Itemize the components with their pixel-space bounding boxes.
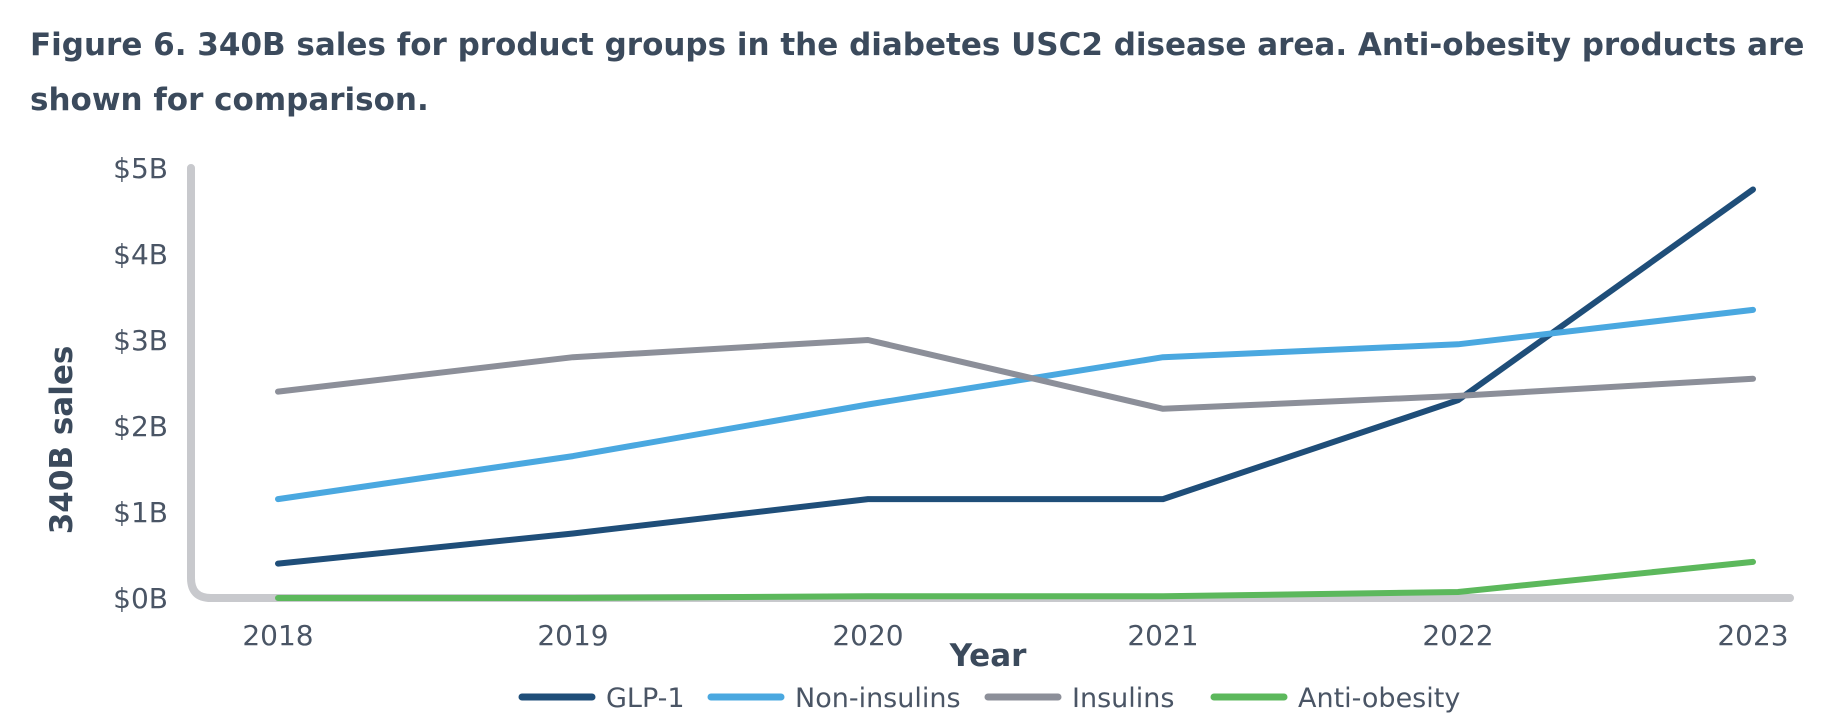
x-axis-title: Year xyxy=(949,638,1028,674)
x-tick-label: 2021 xyxy=(1127,619,1198,652)
y-tick-label: $3B xyxy=(113,324,168,357)
y-tick-label: $4B xyxy=(113,238,168,271)
legend-label: Non-insulins xyxy=(795,683,961,714)
x-tick-label: 2018 xyxy=(242,619,313,652)
legend-item-non-insulins: Non-insulins xyxy=(707,683,961,714)
legend-item-insulins: Insulins xyxy=(984,683,1174,714)
x-tick-label: 2023 xyxy=(1717,619,1788,652)
x-tick-labels: 2018 2019 2020 2021 2022 2023 xyxy=(242,619,1788,652)
y-axis-title: 340B sales xyxy=(44,346,80,535)
series-line-anti-obesity xyxy=(275,558,1756,601)
y-tick-label: $2B xyxy=(113,410,168,443)
axis-line xyxy=(187,164,1794,602)
series-lines xyxy=(275,186,1756,601)
x-tick-label: 2020 xyxy=(832,619,903,652)
series-line-insulins xyxy=(275,337,1756,412)
y-tick-labels: $0B $1B $2B $3B $4B $5B xyxy=(113,152,168,615)
legend: GLP-1 Non-insulins Insulins Anti-obesity xyxy=(518,683,1460,714)
series-line-glp-1 xyxy=(275,186,1756,567)
y-tick-label: $1B xyxy=(113,496,168,529)
legend-item-anti-obesity: Anti-obesity xyxy=(1210,683,1460,714)
x-tick-label: 2019 xyxy=(537,619,608,652)
figure-title: Figure 6. 340B sales for product groups … xyxy=(30,27,1805,118)
legend-label: Insulins xyxy=(1072,683,1174,714)
axes xyxy=(187,164,1794,602)
y-tick-label: $5B xyxy=(113,152,168,185)
x-tick-label: 2022 xyxy=(1422,619,1493,652)
legend-label: GLP-1 xyxy=(606,683,685,714)
legend-item-glp-1: GLP-1 xyxy=(518,683,685,714)
series-line-non-insulins xyxy=(275,306,1756,503)
y-tick-label: $0B xyxy=(113,582,168,615)
legend-label: Anti-obesity xyxy=(1298,683,1460,714)
